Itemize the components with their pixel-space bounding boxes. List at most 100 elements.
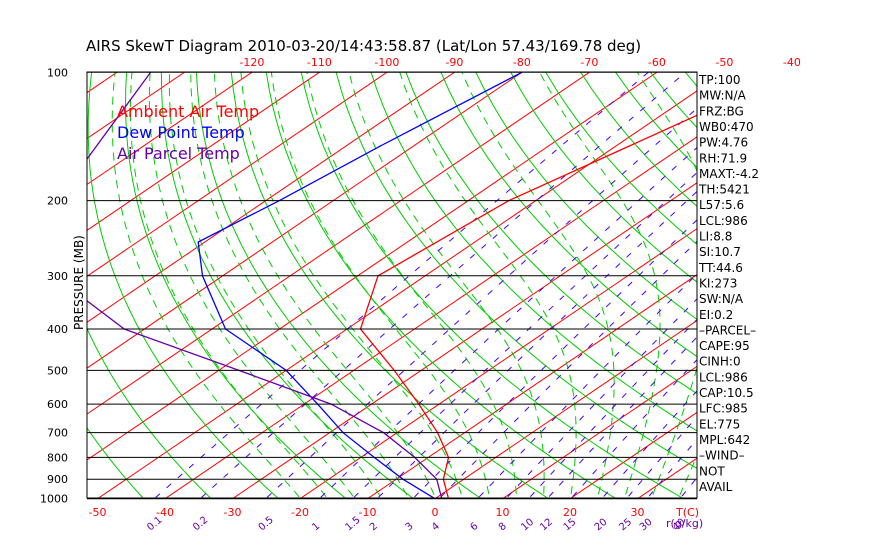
mixing-ratio-tick-label: 30 xyxy=(638,517,655,534)
index-entry: MPL:642 xyxy=(699,433,750,447)
dew-point-temp-profile xyxy=(197,72,523,498)
mixing-ratio-tick-label: 0.5 xyxy=(257,515,276,534)
index-entry: MAXT:-4.2 xyxy=(699,167,759,181)
legend-dew-point-temp: Dew Point Temp xyxy=(117,123,245,142)
index-entry: –WIND– xyxy=(699,449,745,463)
index-entry: LFC:985 xyxy=(699,402,748,416)
mixing-ratio-line xyxy=(377,190,697,498)
moist-adiabat-line xyxy=(538,72,661,498)
moist-adiabat-line xyxy=(399,72,577,498)
index-entry: LI:8.8 xyxy=(699,230,732,244)
mixing-ratio-line xyxy=(265,107,697,498)
index-entry: LCL:986 xyxy=(699,370,748,384)
mixing-ratio-line xyxy=(319,146,697,498)
isotherm-line xyxy=(435,319,697,498)
isotherm-line xyxy=(502,365,697,498)
index-entry: TH:5421 xyxy=(698,183,750,197)
isotherm-line xyxy=(367,273,697,498)
pressure-tick-label: 900 xyxy=(47,473,68,486)
index-entry: FRZ:BG xyxy=(699,104,744,118)
dry-adiabat-line xyxy=(650,72,697,129)
index-entry: –PARCEL– xyxy=(699,323,756,337)
index-entry: NOT xyxy=(699,464,725,478)
mixing-ratio-tick-label: 8 xyxy=(497,521,509,534)
dry-adiabat-line xyxy=(370,72,697,432)
bottom-temp-tick-label: 10 xyxy=(496,506,510,519)
dry-adiabat-line xyxy=(405,72,697,395)
mixing-ratio-tick-label: 4 xyxy=(430,521,442,534)
index-entry: WB0:470 xyxy=(699,120,754,134)
moist-adiabat-line xyxy=(678,454,697,498)
mixing-ratio-line xyxy=(439,240,697,498)
index-entry: SW:N/A xyxy=(699,292,744,306)
mixing-ratio-tick-label: 20 xyxy=(593,517,610,534)
index-entry: RH:71.9 xyxy=(699,151,747,165)
dry-adiabat-line xyxy=(825,72,870,508)
mixing-ratio-tick-label: 6 xyxy=(468,521,480,534)
index-entry: LCL:986 xyxy=(699,214,748,228)
top-temp-tick-label: -110 xyxy=(307,56,332,69)
index-entry: KI:273 xyxy=(699,276,737,290)
mixing-ratio-line xyxy=(547,336,697,498)
mixing-ratio-tick-label: 3 xyxy=(404,521,416,534)
pressure-tick-label: 800 xyxy=(47,451,68,464)
index-entry: EI:0.2 xyxy=(699,308,733,322)
index-entry: CAP:10.5 xyxy=(699,386,754,400)
index-entry: CAPE:95 xyxy=(699,339,750,353)
dry-adiabat-line xyxy=(440,72,697,358)
isotherm-line xyxy=(0,63,63,508)
pressure-tick-label: 600 xyxy=(47,398,68,411)
top-temp-tick-label: -40 xyxy=(783,56,801,69)
index-entry: MW:N/A xyxy=(699,89,747,103)
pressure-tick-label: 200 xyxy=(47,195,68,208)
isotherm-line xyxy=(759,63,870,508)
mixing-ratio-tick-label: 0.2 xyxy=(191,515,210,534)
top-temp-tick-label: -120 xyxy=(239,56,264,69)
moist-adiabat-line xyxy=(148,72,355,498)
ambient-air-temp-profile xyxy=(359,114,697,498)
bottom-temp-tick-label: -50 xyxy=(89,506,107,519)
index-entry: AVAIL xyxy=(699,480,733,494)
moist-adiabat-line xyxy=(168,72,382,498)
dry-adiabat-line xyxy=(510,72,697,283)
chart-title: AIRS SkewT Diagram 2010-03-20/14:43:58.8… xyxy=(86,37,641,55)
isotherm-line xyxy=(87,72,321,231)
dry-adiabat-line xyxy=(790,72,870,508)
air-parcel-temp-profile xyxy=(87,72,443,498)
plot-frame xyxy=(86,71,698,499)
bottom-temp-tick-label: -40 xyxy=(156,506,174,519)
bottom-temp-tick-label: -30 xyxy=(224,506,242,519)
isotherm-line xyxy=(87,72,659,461)
index-entry: PW:4.76 xyxy=(699,136,748,150)
top-temp-tick-label: -90 xyxy=(445,56,463,69)
isotherm-line xyxy=(87,72,254,186)
index-entry: TP:100 xyxy=(698,73,741,87)
index-entry: CINH:0 xyxy=(699,355,741,369)
dry-adiabat-line xyxy=(87,72,279,498)
dry-adiabat-line xyxy=(87,327,212,498)
mixing-ratio-tick-label: 15 xyxy=(562,517,579,534)
top-temp-tick-label: -80 xyxy=(513,56,531,69)
top-temp-tick-label: -60 xyxy=(648,56,666,69)
mixing-ratio-tick-label: 1 xyxy=(310,521,322,534)
dry-adiabat-line xyxy=(755,72,870,508)
moist-adiabat-line xyxy=(306,72,517,498)
legend-air-parcel-temp: Air Parcel Temp xyxy=(117,144,240,163)
isotherm-line xyxy=(87,72,186,140)
index-entry: SI:10.7 xyxy=(699,245,741,259)
top-temp-tick-label: -50 xyxy=(715,56,733,69)
isotherm-line xyxy=(570,411,697,498)
mixing-ratio-tick-label: 2 xyxy=(368,521,380,534)
bottom-temp-tick-label: 20 xyxy=(563,506,577,519)
mixing-ratio-line xyxy=(505,298,697,498)
moist-adiabat-line xyxy=(111,72,301,498)
moist-adiabat-line xyxy=(213,72,436,498)
moist-adiabat-line xyxy=(129,72,328,498)
pressure-tick-label: 500 xyxy=(47,364,68,377)
pressure-tick-label: 400 xyxy=(47,323,68,336)
top-temp-tick-label: -70 xyxy=(580,56,598,69)
y-axis-label: PRESSURE (MB) xyxy=(72,235,86,330)
isotherm-line xyxy=(87,72,119,94)
